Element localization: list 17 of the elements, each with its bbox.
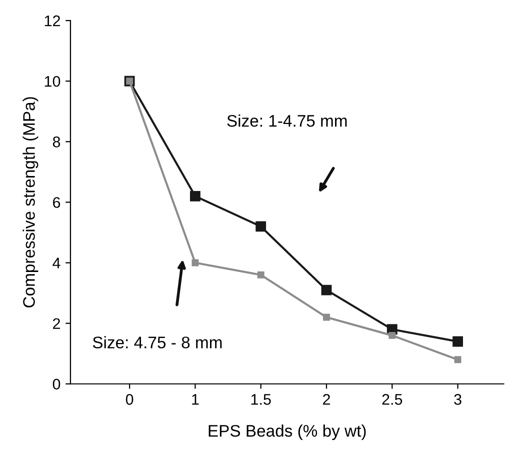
y-tick-label: 0 [52, 378, 60, 390]
x-tick-label: 1.5 [251, 394, 271, 405]
x-tick-label: 0 [126, 394, 134, 405]
y-axis-title: Compressive strength (MPa) [22, 97, 38, 308]
y-tick-label: 2 [53, 318, 60, 329]
x-axis-title: EPS Beads (% by wt) [208, 424, 366, 440]
x-tick-label: 2 [323, 394, 330, 405]
y-tick-label: 12 [44, 15, 60, 26]
y-tick-label: 4 [52, 258, 60, 268]
x-tick-label: 2.5 [382, 394, 402, 405]
annotation: Size: 4.75 - 8 mm [92, 336, 222, 348]
annotation: Size: 1-4.75 mm [227, 114, 347, 127]
x-tick-label: 3 [454, 394, 462, 405]
y-tick-label: 6 [53, 197, 60, 208]
y-tick-label: 10 [44, 76, 60, 87]
x-tick-label: 1 [192, 394, 199, 405]
y-tick-label: 8 [52, 136, 60, 148]
